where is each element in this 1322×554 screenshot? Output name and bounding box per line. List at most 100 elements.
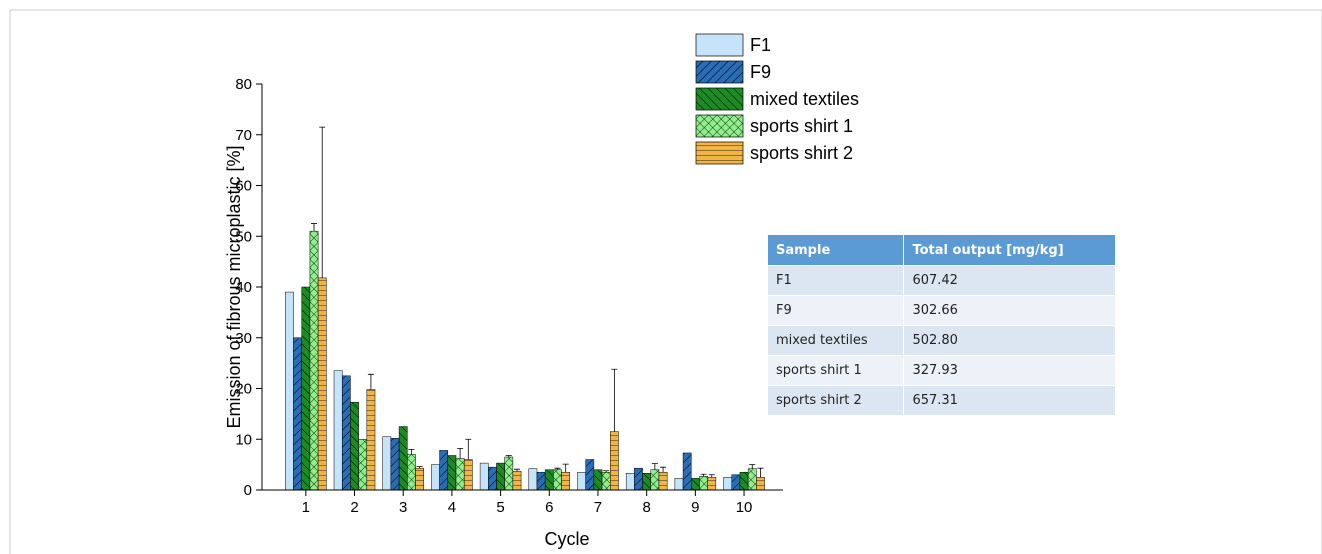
bar-group [382,436,392,491]
legend-label: F1 [750,35,771,55]
bar-group [350,401,359,491]
bar-group [431,464,440,491]
bar-group [731,474,741,491]
bar [285,291,294,491]
bar-group [577,471,586,491]
bar-group [593,469,603,491]
bar-group [301,286,311,491]
bar-group [707,477,717,491]
bar-hatch [309,231,319,491]
table-header: Sample Total output [mg/kg] [768,235,1116,266]
bar-group [756,477,765,491]
error-bar [408,449,415,455]
error-bar [416,466,423,469]
bar-group [739,471,749,491]
bar-group [553,469,562,491]
bar-group [682,452,692,491]
bar-group [415,467,424,491]
bar-group [390,437,400,491]
table-row: mixed textiles 502.80 [768,325,1116,356]
bar-hatch [439,450,448,490]
table-cell: 302.66 [903,295,1116,326]
bar-hatch [488,467,497,490]
error-bar [562,463,569,473]
table-cell: sports shirt 2 [768,385,905,415]
bar-hatch [415,468,424,490]
x-tick-label: 6 [545,499,553,516]
table-cell: 502.80 [903,325,1116,356]
bar-group [333,370,343,491]
error-bar [465,438,472,460]
error-bar [708,474,715,478]
bar-hatch [707,477,716,490]
table-cell: mixed textiles [768,325,905,356]
y-tick-label: 0 [244,482,252,499]
error-bar [311,223,318,232]
x-tick-label: 3 [399,499,407,516]
bar-hatch [756,477,765,490]
bar-group [341,375,351,491]
legend-label: sports shirt 1 [750,116,853,136]
error-bar [660,466,667,473]
bar-hatch [496,463,505,490]
table-row: F1 607.42 [768,265,1116,296]
bar-group [601,471,611,491]
bar-hatch [610,431,619,490]
table-cell: 327.93 [903,355,1116,386]
bar [528,468,538,491]
bar-group [610,431,619,491]
bar-group [479,462,489,491]
bar-group [642,473,652,491]
bar [674,478,684,491]
bar-hatch [739,472,749,490]
bar-hatch [553,469,562,490]
summary-table: Sample Total output [mg/kg] F1 607.42 F9 30… [768,235,1116,415]
bar-hatch [464,459,473,490]
bar-group [439,450,449,491]
bar-hatch [642,473,651,490]
bar-hatch [318,277,327,490]
x-axis-label: Cycle [544,529,589,549]
bar-hatch [602,472,611,490]
bar [431,464,440,491]
bar [577,471,586,491]
table-row: sports shirt 2 657.31 [768,385,1116,415]
legend-label: mixed textiles [750,89,859,109]
bar-hatch [350,402,359,490]
bar-hatch [293,337,302,490]
bar-hatch [447,455,456,490]
error-bar [603,470,610,473]
bar-hatch [342,375,351,490]
bar [382,436,392,491]
legend-label: sports shirt 2 [750,143,853,163]
bar-group [544,469,554,491]
bar-hatch [536,472,546,490]
bar-group [398,426,408,491]
legend-label: F9 [750,62,771,82]
y-tick-label: 20 [235,381,252,398]
bar-hatch [504,457,513,490]
frame [9,9,1322,554]
bar-group [650,469,660,491]
bar-group [366,389,376,491]
table-row: sports shirt 1 327.93 [768,355,1116,386]
y-tick-label: 40 [235,279,252,296]
bar-group [561,471,571,491]
error-bar [651,463,658,470]
x-tick-label: 4 [448,499,456,516]
bar-hatch [407,454,416,490]
y-tick-label: 60 [235,178,252,195]
bar-hatch [731,474,740,490]
bar-hatch [634,468,643,490]
bar-group [658,471,668,491]
error-bar [505,455,512,458]
bar-group [723,477,732,491]
table-cell: F1 [768,265,905,296]
y-tick-label: 30 [235,330,252,347]
bar-group [293,337,302,491]
x-tick-label: 8 [642,499,650,516]
bar-hatch [683,452,692,490]
table-body: F1 607.42 F9 302.66 mixed textiles 502.80 spor… [768,265,1116,415]
x-tick-label: 10 [736,499,753,516]
y-tick-label: 10 [235,431,252,448]
